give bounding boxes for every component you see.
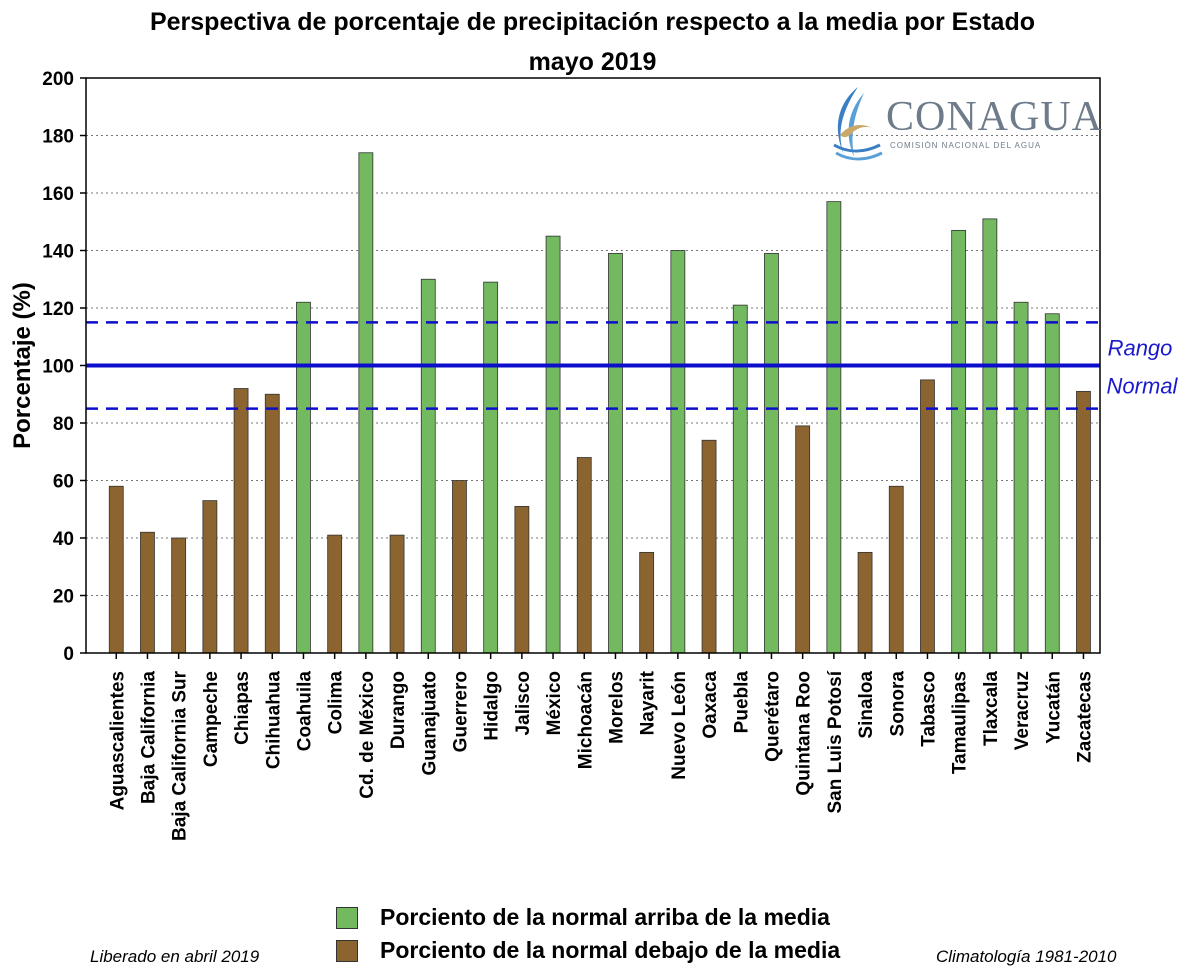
x-tick-label: Cd. de México xyxy=(357,671,378,799)
x-tick-label: Campeche xyxy=(201,671,222,767)
bar xyxy=(608,252,623,654)
x-tick-label: Oaxaca xyxy=(700,671,721,739)
x-tick-labels: Aguascalientes Baja California Baja Califo… xyxy=(107,653,1095,841)
bar xyxy=(452,480,467,654)
x-tick-label: Colima xyxy=(326,671,347,735)
bars xyxy=(108,152,1091,654)
y-tick-label: 0 xyxy=(63,644,74,665)
plot-frame xyxy=(85,77,1101,654)
x-tick-label: Quintana Roo xyxy=(794,671,815,796)
bar xyxy=(795,425,811,654)
bar xyxy=(732,304,748,654)
x-tick-label: Baja California xyxy=(138,671,159,804)
y-tick-label: 160 xyxy=(42,184,74,205)
y-tick-label: 20 xyxy=(53,587,74,608)
x-tick-label: Tlaxcala xyxy=(981,671,1002,746)
x-tick-label: Veracruz xyxy=(1012,671,1033,750)
y-tick-label: 180 xyxy=(42,127,74,148)
bar xyxy=(670,250,686,654)
y-tick-label: 120 xyxy=(42,299,74,320)
bar xyxy=(420,278,436,654)
range-label-line2: Normal xyxy=(1107,374,1179,399)
bar xyxy=(982,218,998,654)
y-tick-labels: 0 20 40 60 80 100 120 140 160 180 200 xyxy=(42,69,86,665)
bar xyxy=(1076,390,1091,654)
x-tick-label: Durango xyxy=(388,671,409,749)
bar xyxy=(951,229,967,654)
legend-label-above: Porciento de la normal arriba de la medi… xyxy=(380,904,830,930)
chart-subtitle: mayo 2019 xyxy=(528,48,657,76)
bar xyxy=(701,439,717,654)
x-tick-label: Nayarit xyxy=(638,670,659,735)
x-tick-label: Coahuila xyxy=(294,671,315,752)
x-tick-label: Aguascalientes xyxy=(107,671,128,810)
bar xyxy=(483,281,499,654)
bar xyxy=(764,252,779,654)
x-tick-label: Hidalgo xyxy=(482,671,503,741)
x-tick-label: Tamaulipas xyxy=(950,671,971,774)
legend-label-below: Porciento de la normal debajo de la medi… xyxy=(380,937,841,963)
y-tick-label: 80 xyxy=(53,414,74,435)
x-tick-label: Guerrero xyxy=(450,671,471,752)
conagua-logo: CONAGUA COMISIÓN NACIONAL DEL AGUA xyxy=(828,83,1102,163)
x-tick-label: Baja California Sur xyxy=(170,670,191,841)
bar xyxy=(920,379,935,654)
x-tick-label: Puebla xyxy=(731,671,752,734)
legend-item-above: Porciento de la normal arriba de la medi… xyxy=(336,904,830,931)
bar xyxy=(233,388,249,654)
bar xyxy=(389,534,405,654)
reference-lines xyxy=(86,321,1100,410)
legend-swatch-below xyxy=(336,939,358,962)
bar xyxy=(296,301,311,654)
y-tick-label: 140 xyxy=(42,242,74,263)
x-tick-label: Morelos xyxy=(606,671,627,744)
x-tick-label: San Luis Potosí xyxy=(825,670,846,813)
y-tick-label: 100 xyxy=(42,357,74,378)
conagua-logo-icon xyxy=(833,87,883,161)
bar xyxy=(202,500,218,654)
footnote-release: Liberado en abril 2019 xyxy=(90,947,260,966)
bar xyxy=(264,393,280,654)
bar xyxy=(140,531,155,654)
bar xyxy=(358,152,374,654)
chart-title: Perspectiva de porcentaje de precipitaci… xyxy=(149,8,1036,36)
bar xyxy=(576,457,592,654)
x-tick-label: Jalisco xyxy=(513,671,534,735)
bar xyxy=(639,551,655,654)
legend-item-below: Porciento de la normal debajo de la medi… xyxy=(336,937,840,964)
bar xyxy=(1013,301,1029,654)
x-tick-label: Chihuahua xyxy=(263,671,284,770)
x-tick-label: Nuevo León xyxy=(669,671,690,780)
x-tick-label: Michoacán xyxy=(575,671,596,769)
x-tick-label: Guanajuato xyxy=(419,671,440,776)
y-tick-label: 60 xyxy=(53,472,74,493)
bar xyxy=(108,485,124,654)
y-axis-label: Porcentaje (%) xyxy=(9,282,36,449)
bar xyxy=(888,485,904,654)
x-tick-label: Tabasco xyxy=(918,671,939,747)
x-tick-label: Sonora xyxy=(887,671,908,737)
x-tick-label: Yucatán xyxy=(1043,671,1064,744)
logo-wordmark: CONAGUA xyxy=(886,94,1103,140)
range-label-line1: Rango xyxy=(1108,336,1173,361)
footnote-climatology: Climatología 1981-2010 xyxy=(936,947,1117,966)
x-tick-label: Sinaloa xyxy=(856,671,877,739)
bar xyxy=(826,201,842,654)
legend-swatch-above xyxy=(336,906,358,929)
y-tick-label: 200 xyxy=(42,69,74,90)
x-tick-label: México xyxy=(544,671,565,735)
x-tick-label: Chiapas xyxy=(232,671,253,745)
y-tick-label: 40 xyxy=(53,529,74,550)
bar xyxy=(327,534,343,654)
bar xyxy=(857,551,873,654)
logo-subtitle: COMISIÓN NACIONAL DEL AGUA xyxy=(890,141,1042,150)
x-tick-label: Querétaro xyxy=(762,671,783,762)
bar xyxy=(514,505,530,654)
x-tick-label: Zacatecas xyxy=(1074,671,1095,763)
bar xyxy=(171,537,187,654)
bar xyxy=(545,235,561,654)
